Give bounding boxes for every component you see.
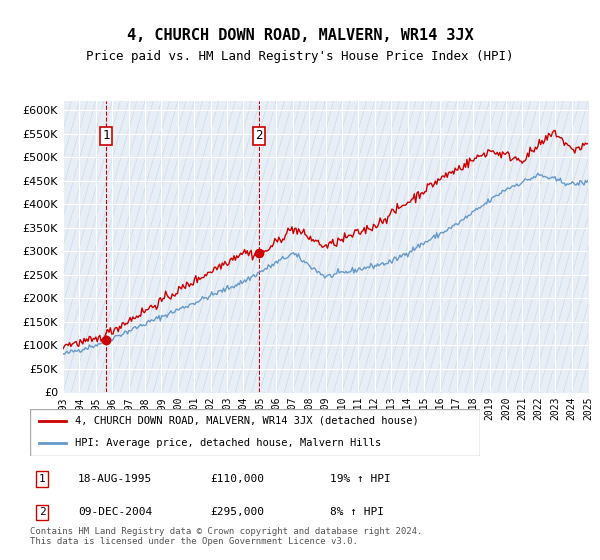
FancyBboxPatch shape <box>30 409 480 456</box>
Text: 18-AUG-1995: 18-AUG-1995 <box>78 474 152 484</box>
Text: 19% ↑ HPI: 19% ↑ HPI <box>330 474 391 484</box>
Text: 8% ↑ HPI: 8% ↑ HPI <box>330 507 384 517</box>
Text: Price paid vs. HM Land Registry's House Price Index (HPI): Price paid vs. HM Land Registry's House … <box>86 50 514 63</box>
Text: HPI: Average price, detached house, Malvern Hills: HPI: Average price, detached house, Malv… <box>75 438 381 448</box>
Text: £110,000: £110,000 <box>210 474 264 484</box>
Text: Contains HM Land Registry data © Crown copyright and database right 2024.
This d: Contains HM Land Registry data © Crown c… <box>30 526 422 546</box>
Text: 09-DEC-2004: 09-DEC-2004 <box>78 507 152 517</box>
Text: 2: 2 <box>38 507 46 517</box>
Text: £295,000: £295,000 <box>210 507 264 517</box>
Text: 4, CHURCH DOWN ROAD, MALVERN, WR14 3JX (detached house): 4, CHURCH DOWN ROAD, MALVERN, WR14 3JX (… <box>75 416 419 426</box>
Text: 2: 2 <box>255 129 263 142</box>
Text: 1: 1 <box>38 474 46 484</box>
Text: 1: 1 <box>103 129 110 142</box>
Text: 4, CHURCH DOWN ROAD, MALVERN, WR14 3JX: 4, CHURCH DOWN ROAD, MALVERN, WR14 3JX <box>127 28 473 43</box>
